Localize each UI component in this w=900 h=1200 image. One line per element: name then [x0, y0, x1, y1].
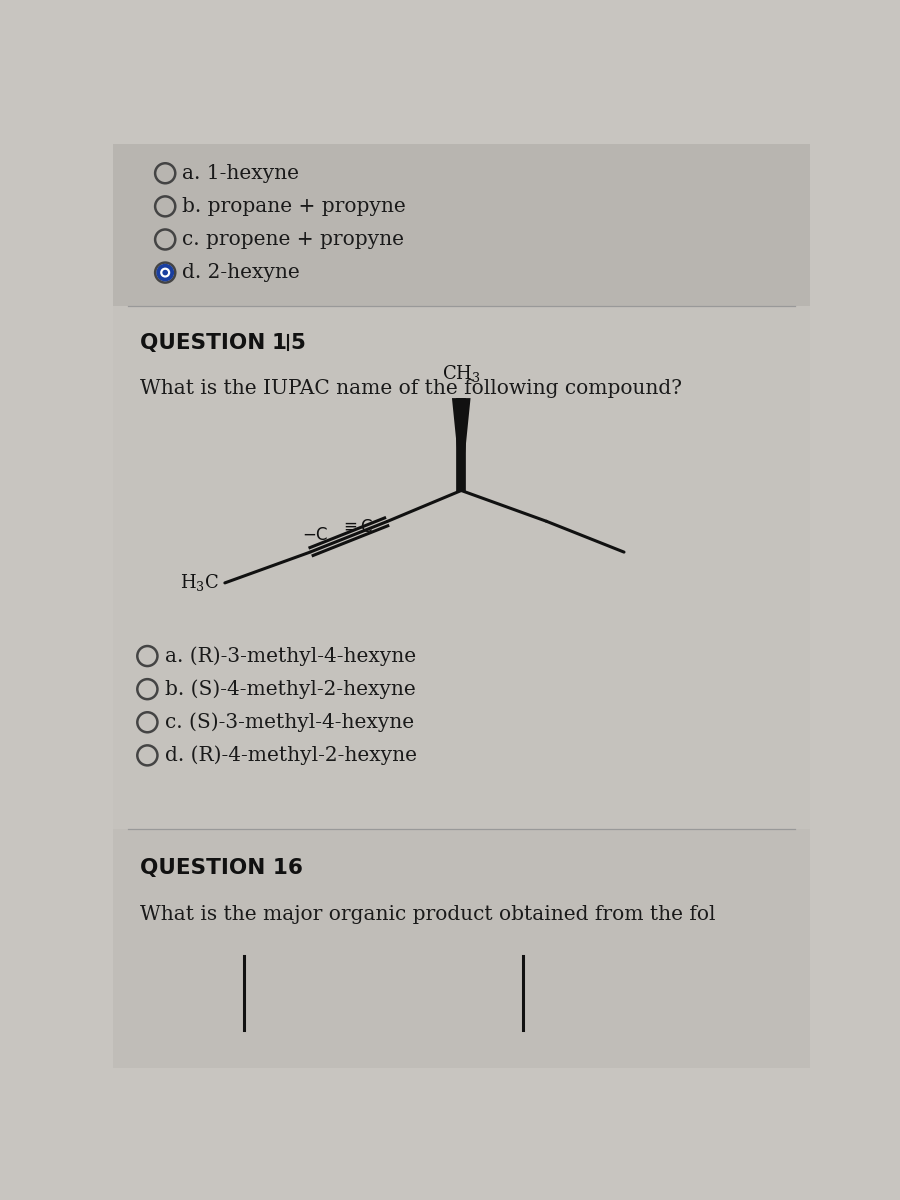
FancyBboxPatch shape: [112, 306, 810, 829]
Text: $\mathregular{CH_3}$: $\mathregular{CH_3}$: [442, 364, 481, 384]
Text: b. propane + propyne: b. propane + propyne: [182, 197, 406, 216]
Text: b. (S)-4-methyl-2-hexyne: b. (S)-4-methyl-2-hexyne: [166, 679, 416, 698]
Circle shape: [162, 270, 168, 275]
FancyBboxPatch shape: [112, 144, 810, 306]
Text: a. 1-hexyne: a. 1-hexyne: [182, 163, 299, 182]
Text: QUESTION: QUESTION: [140, 332, 273, 353]
Text: c. propene + propyne: c. propene + propyne: [182, 230, 404, 248]
Text: $\mathregular{H_3C}$: $\mathregular{H_3C}$: [180, 572, 219, 594]
Polygon shape: [452, 398, 471, 491]
Text: d. 2-hexyne: d. 2-hexyne: [182, 263, 300, 282]
Text: QUESTION 16: QUESTION 16: [140, 858, 302, 878]
Text: a. (R)-3-methyl-4-hexyne: a. (R)-3-methyl-4-hexyne: [166, 647, 417, 666]
Text: $-\mathrm{C}$: $-\mathrm{C}$: [302, 526, 328, 544]
FancyBboxPatch shape: [112, 829, 810, 1068]
Text: 1: 1: [272, 332, 286, 353]
Text: d. (R)-4-methyl-2-hexyne: d. (R)-4-methyl-2-hexyne: [166, 745, 418, 766]
Text: What is the IUPAC name of the following compound?: What is the IUPAC name of the following …: [140, 379, 681, 398]
Text: 5: 5: [291, 332, 306, 353]
Text: What is the major organic product obtained from the fol: What is the major organic product obtain…: [140, 905, 716, 924]
Text: c. (S)-3-methyl-4-hexyne: c. (S)-3-methyl-4-hexyne: [166, 713, 414, 732]
Circle shape: [160, 268, 170, 277]
Circle shape: [157, 264, 174, 281]
Text: $\equiv\mathrm{C}$: $\equiv\mathrm{C}$: [339, 518, 373, 536]
